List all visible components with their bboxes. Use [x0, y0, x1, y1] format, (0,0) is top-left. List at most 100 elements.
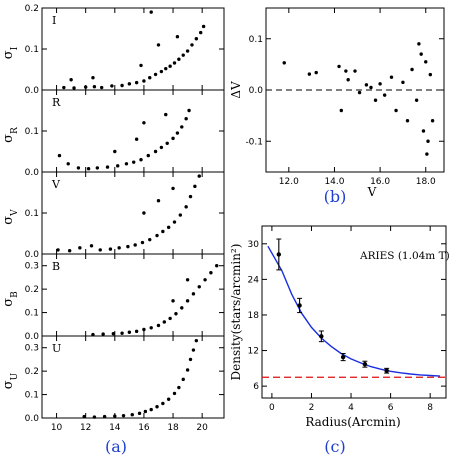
data-point [153, 149, 158, 154]
data-point [155, 405, 159, 409]
y-tick-label: 0.2 [25, 4, 39, 14]
data-point [215, 264, 219, 268]
data-point [92, 415, 97, 419]
subplot-B: 0.0 0.1 0.2 0.3 BσB [1, 253, 225, 342]
data-point [344, 69, 348, 73]
data-point [156, 199, 161, 203]
data-point [184, 205, 188, 209]
data-point [166, 225, 171, 230]
data-point [199, 30, 203, 35]
x-axis-label: Radius(Arcmin) [305, 415, 400, 429]
data-point [159, 69, 164, 74]
data-point [430, 119, 435, 123]
instrument-annotation: ARIES (1.04m T) [359, 250, 450, 262]
y-tick-label: 12 [248, 347, 259, 357]
data-point [137, 411, 142, 416]
data-point [414, 98, 419, 102]
data-point [142, 327, 146, 332]
data-point [191, 348, 196, 352]
data-point [394, 108, 398, 113]
y-tick-label: 0.0 [25, 168, 40, 178]
data-point [185, 49, 190, 53]
data-point [197, 285, 201, 289]
data-point [209, 271, 213, 275]
data-point [139, 158, 143, 162]
data-point [185, 299, 190, 303]
y-axis-label: Density(stars/arcmin²) [229, 244, 243, 381]
data-point [172, 220, 177, 224]
y-tick-label: 0.1 [249, 35, 263, 45]
subplot-frame [41, 253, 225, 337]
x-axis-label: V [367, 185, 377, 199]
subplot-U: 10 12 14 16 18 20 0.0 0.1 0.2 0.3 UσU [1, 335, 225, 433]
data-point [113, 149, 117, 154]
y-tick-label: 0.1 [25, 209, 39, 219]
data-point [155, 233, 159, 238]
data-point [121, 413, 126, 418]
data-point [66, 162, 70, 166]
data-point [193, 184, 197, 189]
data-point [142, 211, 146, 215]
x-tick-label: 8 [427, 403, 433, 413]
data-point [187, 108, 191, 113]
data-point [337, 64, 341, 69]
data-point [146, 153, 150, 158]
data-point [410, 67, 414, 72]
king-profile-fit [267, 245, 441, 377]
data-point [140, 240, 145, 245]
x-tick-label: 14 [109, 423, 121, 433]
data-point [168, 316, 172, 321]
data-point [156, 43, 161, 47]
data-point [362, 361, 368, 367]
data-point [364, 83, 369, 87]
y-tick-label: -0.1 [245, 137, 263, 147]
subplot-frame [41, 7, 225, 91]
x-tick-label: 2 [309, 403, 315, 413]
data-point [57, 153, 62, 158]
data-point [89, 244, 94, 248]
y-tick-label: 0.0 [25, 332, 40, 342]
data-point [149, 326, 153, 330]
data-point [165, 141, 169, 145]
y-tick-label: 0.1 [25, 391, 39, 401]
data-point [181, 377, 185, 382]
data-point [76, 166, 81, 170]
data-point [166, 397, 171, 401]
data-point [82, 414, 86, 419]
x-tick-label: 4 [348, 403, 354, 413]
x-tick-label: 12 [80, 423, 91, 433]
panel-a: 0.00.10.2IσI0.00.1RσR0.00.1VσV0.00.10.20… [1, 4, 225, 433]
data-point [148, 76, 152, 80]
y-tick-label: 0.0 [25, 250, 40, 260]
data-point [194, 37, 199, 41]
data-point [177, 57, 181, 61]
y-tick-label: 0.3 [25, 262, 39, 272]
data-point [148, 237, 152, 242]
data-point [142, 121, 146, 125]
data-point [201, 24, 206, 29]
data-point [134, 137, 139, 141]
data-point [180, 306, 184, 310]
data-point [127, 330, 132, 334]
data-point [378, 82, 382, 86]
y-axis-label: σV [1, 209, 20, 225]
data-point [92, 85, 97, 89]
data-point [159, 145, 164, 150]
band-label: B [52, 260, 60, 273]
data-point [101, 332, 105, 336]
data-point [276, 252, 282, 257]
data-point [194, 338, 199, 343]
data-point [67, 249, 72, 253]
data-point [357, 90, 362, 95]
data-point [56, 248, 60, 252]
data-point [191, 292, 196, 296]
data-point [172, 391, 177, 396]
data-point [161, 401, 165, 406]
data-point [134, 80, 139, 85]
data-point [282, 61, 286, 65]
data-point [149, 407, 153, 412]
data-point [417, 42, 421, 46]
y-tick-label: 0.0 [249, 86, 264, 96]
data-point [130, 413, 134, 417]
